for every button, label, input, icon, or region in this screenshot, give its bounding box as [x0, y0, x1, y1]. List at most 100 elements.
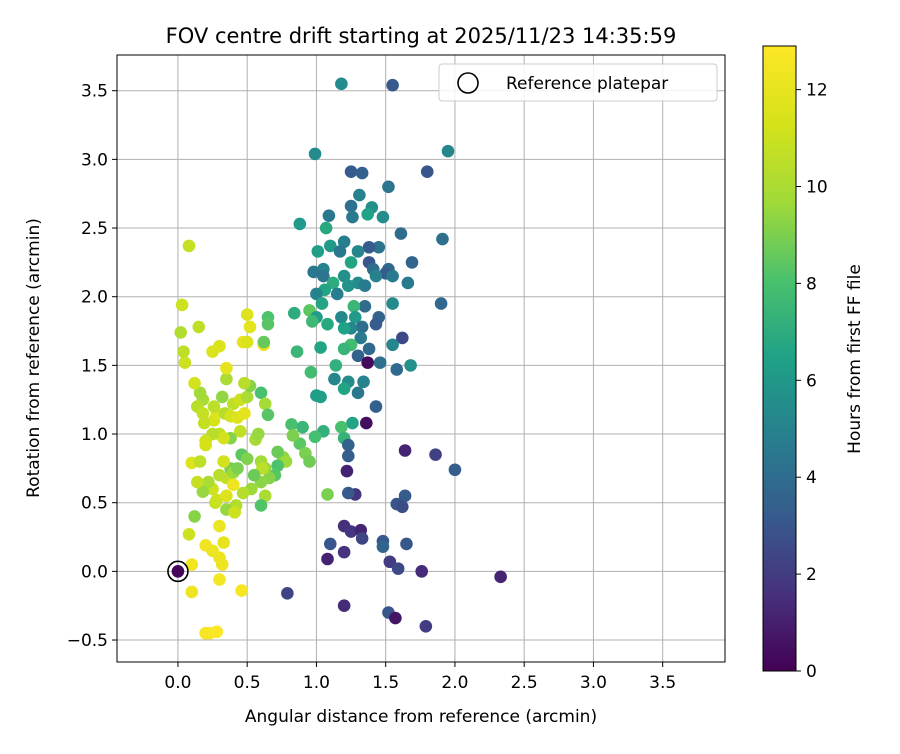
colorbar-tick-label: 4 — [806, 468, 817, 488]
y-tick-label: 3.0 — [81, 150, 108, 170]
x-tick-label: 1.5 — [372, 673, 399, 693]
data-point — [341, 449, 355, 463]
data-point — [337, 235, 351, 249]
data-point — [358, 300, 372, 313]
data-point — [383, 555, 397, 569]
data-point — [335, 311, 348, 324]
legend-box — [438, 63, 718, 102]
x-tick-label: 0.0 — [164, 673, 191, 693]
data-point — [314, 390, 327, 404]
data-point — [351, 386, 365, 400]
colorbar-label: Hours from first FF file — [845, 264, 865, 454]
data-point — [337, 269, 351, 283]
data-point — [494, 570, 507, 584]
data-point — [174, 326, 188, 339]
data-point — [369, 269, 383, 283]
x-tick-label: 3.0 — [580, 673, 607, 693]
data-point — [304, 365, 318, 379]
data-point — [285, 418, 298, 431]
y-tick-label: −0.5 — [67, 631, 108, 651]
data-point — [228, 506, 242, 519]
data-point — [362, 240, 376, 254]
data-point — [220, 372, 233, 386]
y-tick-label: 1.5 — [81, 356, 108, 376]
data-point — [355, 532, 369, 545]
y-tick-label: 2.0 — [81, 288, 108, 308]
data-point — [448, 463, 462, 477]
data-point — [404, 359, 417, 372]
data-point — [281, 587, 294, 600]
data-point — [193, 386, 207, 400]
data-point — [321, 317, 334, 331]
data-point — [215, 558, 229, 571]
data-point — [361, 208, 374, 221]
data-point — [359, 416, 373, 430]
data-point — [441, 144, 455, 158]
data-point — [238, 407, 251, 420]
y-tick-label: 3.5 — [81, 82, 108, 102]
data-point — [328, 372, 341, 386]
data-point — [337, 599, 351, 612]
data-point — [258, 397, 272, 411]
data-point — [340, 464, 354, 478]
y-axis-label: Rotation from reference (arcmin) — [24, 218, 44, 498]
data-point — [271, 459, 284, 472]
data-point — [405, 256, 419, 269]
data-point — [337, 321, 351, 335]
data-point — [362, 342, 376, 356]
data-point — [415, 565, 428, 578]
data-point — [354, 331, 368, 345]
data-point — [199, 438, 212, 452]
data-point — [261, 317, 275, 331]
data-point — [293, 437, 307, 450]
data-point — [337, 545, 351, 559]
x-tick-label: 0.5 — [234, 673, 261, 693]
data-point — [386, 269, 399, 283]
y-tick-label: 2.5 — [81, 219, 108, 239]
data-point — [175, 298, 189, 312]
data-point — [398, 489, 412, 503]
data-point — [344, 525, 358, 538]
data-point — [247, 468, 261, 482]
data-point — [434, 297, 448, 310]
data-point — [213, 468, 226, 482]
data-point — [369, 317, 383, 331]
data-point — [353, 188, 366, 202]
colorbar-tick-label: 8 — [806, 274, 817, 294]
x-axis-label: Angular distance from reference (arcmin) — [245, 707, 597, 727]
data-point — [337, 342, 351, 356]
data-point — [315, 297, 329, 310]
y-tick-label: 0.0 — [81, 562, 108, 582]
data-point — [317, 269, 330, 283]
data-point — [293, 217, 307, 231]
legend: Reference platepar — [438, 63, 718, 102]
data-point — [386, 78, 399, 92]
data-point — [191, 475, 204, 489]
data-point — [400, 537, 413, 551]
data-point — [386, 338, 399, 352]
data-point — [305, 315, 319, 328]
data-point — [251, 427, 265, 441]
plot-frame — [116, 54, 726, 663]
x-tick-label: 3.5 — [649, 673, 676, 693]
x-tick-label: 1.0 — [303, 673, 330, 693]
data-point — [361, 356, 374, 369]
data-point — [254, 386, 268, 400]
data-point — [220, 361, 233, 375]
data-point — [323, 239, 337, 253]
data-point — [319, 221, 333, 235]
data-point — [357, 375, 370, 389]
data-point — [177, 345, 190, 358]
data-point — [321, 552, 334, 566]
data-point — [344, 165, 358, 179]
data-point — [419, 619, 433, 633]
x-axis-ticks: 0.0 0.5 1.0 1.5 2.0 2.5 3.0 3.5 — [164, 662, 676, 693]
data-point — [346, 416, 359, 430]
colorbar-tick-label: 12 — [806, 81, 828, 101]
data-point — [341, 486, 355, 500]
data-point — [303, 455, 316, 468]
colorbar-gradient — [762, 45, 797, 672]
x-tick-label: 2.5 — [511, 673, 538, 693]
